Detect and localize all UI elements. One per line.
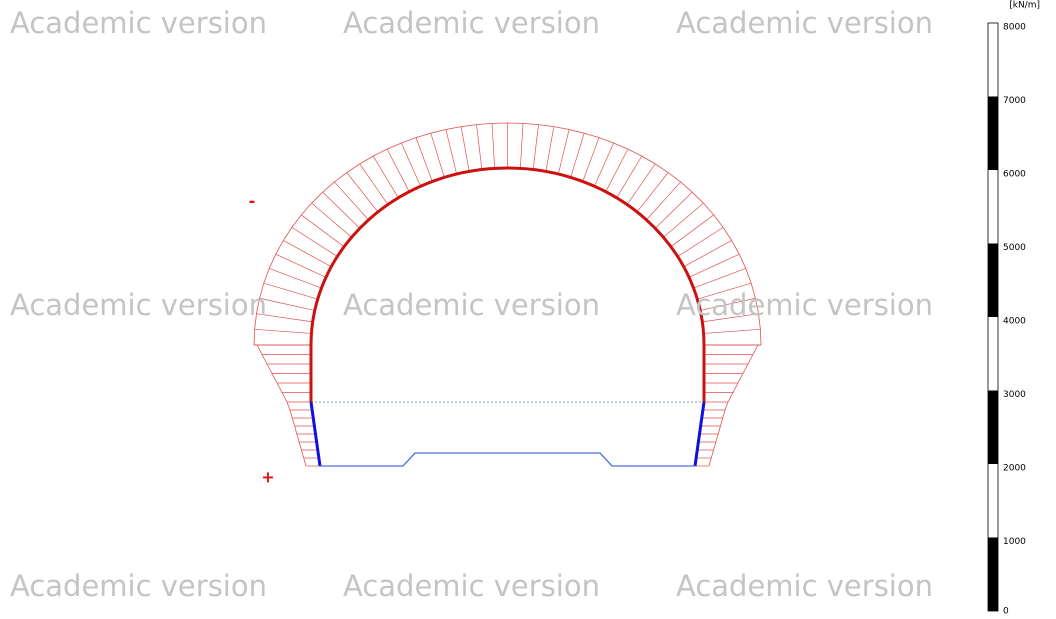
force-hatch (291, 227, 338, 257)
scale-tick-label: 7000 (1003, 96, 1026, 106)
force-hatch (311, 202, 352, 238)
watermark: Academic version (676, 288, 933, 322)
force-hatch (697, 282, 752, 300)
force-hatch (677, 227, 724, 257)
lining-arch (309, 166, 706, 402)
scale-tick-label: 4000 (1003, 317, 1026, 327)
sign-negative: - (249, 192, 256, 211)
force-hatch (688, 253, 740, 278)
force-hatch (259, 297, 315, 311)
force-hatch (703, 328, 761, 334)
force-hatch (359, 163, 389, 205)
force-hatch (460, 126, 470, 172)
watermark: Academic version (343, 288, 600, 322)
force-hatch (430, 133, 445, 178)
force-hatch (663, 202, 704, 238)
scale-tick-label: 1000 (1003, 537, 1026, 547)
force-hatch (683, 240, 732, 268)
force-hatch (275, 253, 327, 278)
force-hatch (636, 172, 669, 213)
force-hatch (254, 328, 312, 334)
force-hatch (415, 137, 433, 182)
force-hatch (283, 240, 332, 268)
force-hatch (545, 126, 555, 172)
force-hatch (646, 181, 681, 221)
scale-tick-label: 0 (1003, 607, 1009, 617)
force-hatch (670, 214, 714, 247)
force-hatch (558, 129, 570, 175)
force-diagram (253, 122, 762, 467)
force-hatch (520, 123, 524, 169)
watermark: Academic version (676, 6, 933, 40)
force-hatch (269, 268, 322, 289)
force-envelope (253, 122, 762, 467)
force-hatch (334, 181, 369, 221)
force-hatch (322, 191, 361, 229)
force-hatch (301, 214, 345, 247)
watermark: Academic version (343, 6, 600, 40)
watermark: Academic version (676, 569, 933, 603)
force-hatch (570, 133, 585, 178)
scale-band (988, 243, 998, 317)
force-hatch (702, 313, 759, 323)
force-hatch (491, 123, 495, 169)
force-hatch (654, 191, 693, 229)
watermark: Academic version (10, 569, 267, 603)
scale-tick-label: 8000 (1003, 23, 1026, 33)
force-hatch (346, 172, 379, 213)
lining-invert (309, 401, 706, 467)
watermark: Academic version (343, 569, 600, 603)
legend-unit: [kN/m] (1009, 1, 1040, 11)
force-hatch (605, 148, 629, 192)
scale-band (988, 537, 998, 611)
force-hatch (594, 142, 614, 187)
force-hatch (445, 129, 457, 175)
scale-band (988, 96, 998, 170)
floor (320, 452, 695, 467)
legend: 0 1000 2000 3000 4000 5000 6000 7000 8000 (987, 23, 1026, 617)
force-hatch (372, 155, 399, 199)
sign-positive: + (261, 468, 274, 487)
force-hatch (616, 155, 643, 199)
force-hatch (263, 282, 318, 300)
force-hatch (626, 163, 656, 205)
scale-band (988, 390, 998, 464)
force-hatch (700, 297, 756, 311)
watermark: Academic version (10, 288, 267, 322)
watermark: Academic version (10, 6, 267, 40)
force-hatch (476, 124, 483, 170)
force-hatch (693, 268, 746, 289)
force-hatch (582, 137, 600, 182)
scale-tick-label: 6000 (1003, 170, 1026, 180)
force-hatch (386, 148, 410, 192)
scale-tick-label: 2000 (1003, 464, 1026, 474)
force-hatch (532, 124, 539, 170)
scale-tick-label: 3000 (1003, 390, 1026, 400)
scale-tick-label: 5000 (1003, 243, 1026, 253)
force-hatch (401, 142, 421, 187)
force-hatch (256, 313, 313, 323)
watermarks: Academic version Academic version Academic… (10, 6, 933, 603)
